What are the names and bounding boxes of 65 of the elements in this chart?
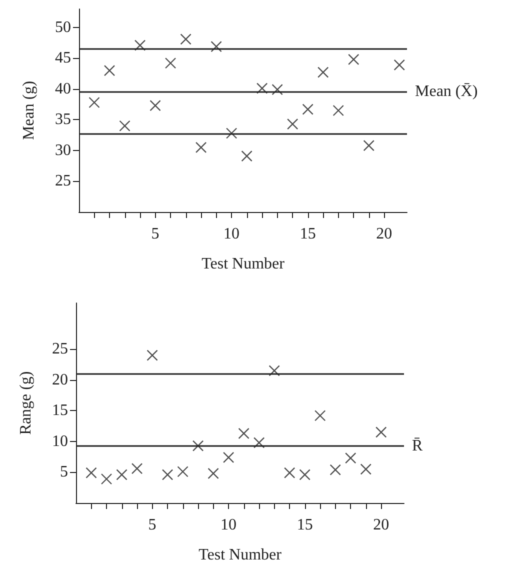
- point: [332, 104, 344, 116]
- point: [119, 120, 130, 132]
- point: [360, 464, 372, 475]
- point: [226, 128, 238, 139]
- x-tick-label: 10: [224, 226, 240, 242]
- point: [394, 59, 405, 71]
- y-tick-label: 25: [55, 172, 71, 190]
- point: [177, 466, 188, 478]
- point: [348, 54, 360, 66]
- point: [284, 467, 296, 478]
- point: [146, 350, 158, 361]
- point: [116, 469, 128, 480]
- y-tick-label: 15: [52, 402, 68, 420]
- y-tick-label: 20: [52, 371, 68, 388]
- y-tick-label: 35: [55, 111, 71, 128]
- y-tick-label: 40: [55, 80, 71, 98]
- point: [241, 150, 252, 162]
- point: [256, 82, 268, 94]
- x-tick-label: 5: [148, 516, 156, 534]
- point: [100, 473, 112, 485]
- x-tick-label: 10: [220, 516, 237, 534]
- point: [330, 464, 341, 476]
- point: [314, 410, 326, 422]
- point: [222, 452, 234, 464]
- point: [376, 426, 387, 438]
- point: [268, 365, 280, 376]
- x-tick-label: 5: [151, 226, 160, 242]
- y-tick-label: 50: [55, 18, 71, 36]
- point: [131, 462, 143, 474]
- point: [164, 58, 176, 69]
- point: [286, 118, 298, 130]
- x-tick-label: 15: [300, 226, 316, 242]
- point: [210, 40, 222, 52]
- point: [345, 452, 356, 464]
- point: [253, 437, 265, 448]
- y-axis-title: Mean (g): [20, 80, 38, 140]
- x-axis-title: Test Number: [202, 256, 286, 272]
- point: [192, 440, 204, 452]
- point: [317, 66, 329, 78]
- x-tick-label: 15: [296, 516, 313, 534]
- ref-line-label: R̄: [412, 437, 423, 454]
- point: [104, 64, 116, 76]
- y-tick-label: 30: [55, 142, 71, 159]
- point: [208, 468, 219, 480]
- point: [150, 100, 161, 112]
- y-tick-label: 45: [55, 50, 71, 67]
- point: [238, 428, 250, 440]
- point: [363, 140, 374, 152]
- x-tick-label: 20: [373, 516, 390, 534]
- point: [195, 142, 207, 154]
- point: [302, 104, 314, 115]
- y-tick-label: 10: [52, 432, 68, 450]
- ref-line-label: Mean (X̄): [415, 82, 478, 100]
- point: [272, 84, 283, 96]
- point: [299, 469, 310, 480]
- point: [88, 96, 100, 108]
- point: [180, 34, 192, 45]
- point: [86, 467, 97, 478]
- y-tick-label: 25: [52, 340, 68, 358]
- x-tick-label: 20: [376, 226, 392, 242]
- y-tick-label: 5: [60, 464, 68, 481]
- point: [162, 469, 174, 480]
- y-axis-title: Range (g): [18, 371, 34, 435]
- point: [134, 40, 146, 51]
- x-axis-title: Test Number: [198, 546, 282, 564]
